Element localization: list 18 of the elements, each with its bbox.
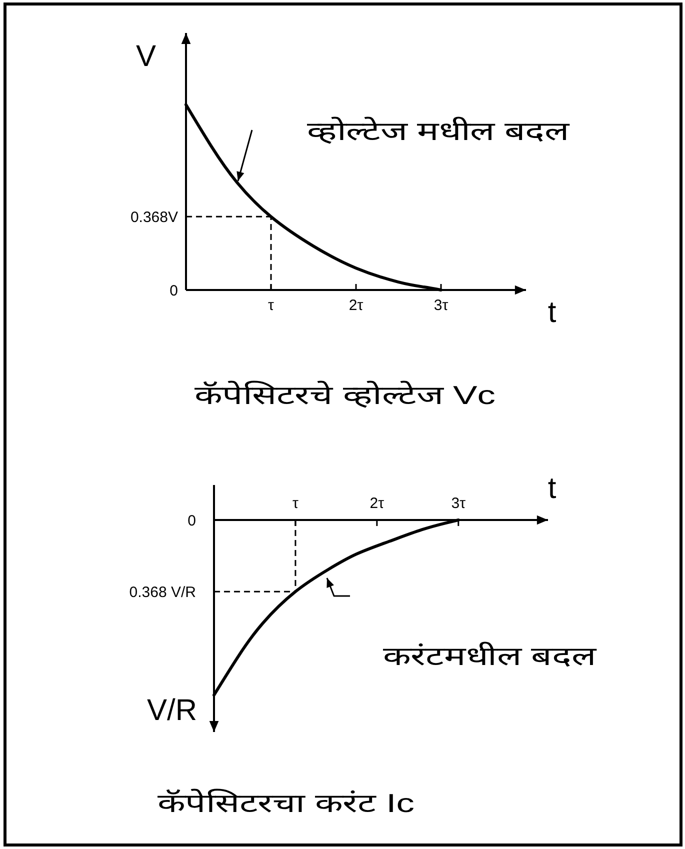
x-tick-label: 3τ [451, 495, 466, 512]
x-tick-label: τ [268, 297, 274, 314]
x-axis-title: t [548, 296, 557, 329]
y-tick-label: 0 [188, 512, 196, 530]
text: कॅपेसिटरचा करंट Ic [158, 788, 414, 818]
x-tick-label: 3τ [434, 297, 448, 314]
annotation: करंटमधील बदल [383, 641, 597, 671]
y-tick-label: 0.368V [130, 208, 178, 226]
x-tick-label: 2τ [348, 297, 364, 314]
y-axis-title: V [136, 40, 156, 73]
text: कॅपेसिटरचे व्होल्टेज Vc [194, 380, 496, 410]
y-axis-title: V/R [146, 694, 198, 727]
y-tick-label: 0.368 V/R [129, 584, 196, 601]
x-axis-title: t [548, 472, 557, 506]
x-tick-label: τ [292, 495, 298, 512]
x-tick-label: 2τ [370, 495, 384, 512]
annotation: व्होल्टेज मधील बदल [307, 116, 570, 146]
y-tick-label: 0 [170, 282, 178, 300]
